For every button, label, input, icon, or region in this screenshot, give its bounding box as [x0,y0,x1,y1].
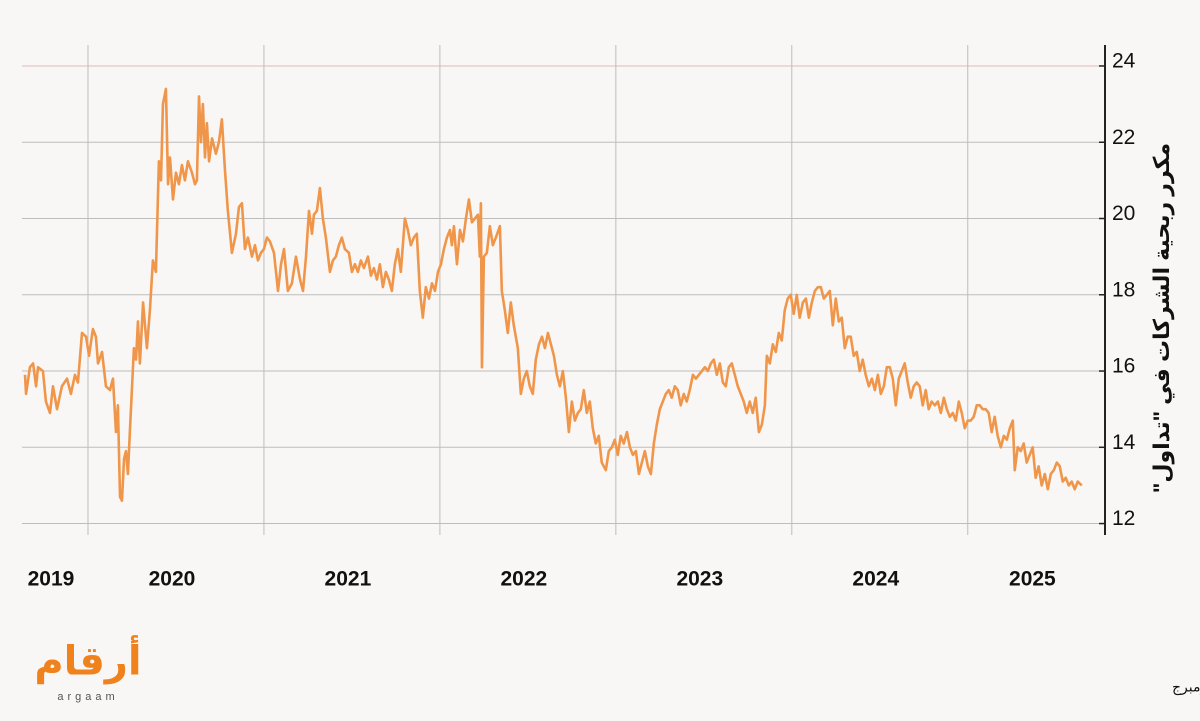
x-tick-label: 2022 [501,568,548,591]
y-tick-label: 16 [1112,355,1135,378]
y-tick-label: 22 [1112,126,1135,149]
logo-text: أرقام [34,635,141,685]
y-tick-label: 12 [1112,507,1135,530]
x-tick-label: 2020 [149,568,196,591]
x-tick-label: 2024 [852,568,899,591]
plot [23,87,1083,502]
x-tick-label: 2021 [325,568,372,591]
x-tick-label: 2019 [28,568,75,591]
line-series [23,87,1083,502]
x-tick-label: 2025 [1009,568,1056,591]
y-tick-label: 14 [1112,431,1136,454]
y-axis-label: مكرر ربحية الشركات في "تداول" [1149,143,1175,493]
y-tick-label: 18 [1112,278,1135,301]
y-tick-label: 20 [1112,202,1135,225]
x-tick-label: 2023 [676,568,723,591]
logo-subtext: argaam [57,691,118,703]
source: المصدر: أرقام/ بلومبرج [1172,678,1200,696]
y-tick-label: 24 [1112,50,1136,73]
